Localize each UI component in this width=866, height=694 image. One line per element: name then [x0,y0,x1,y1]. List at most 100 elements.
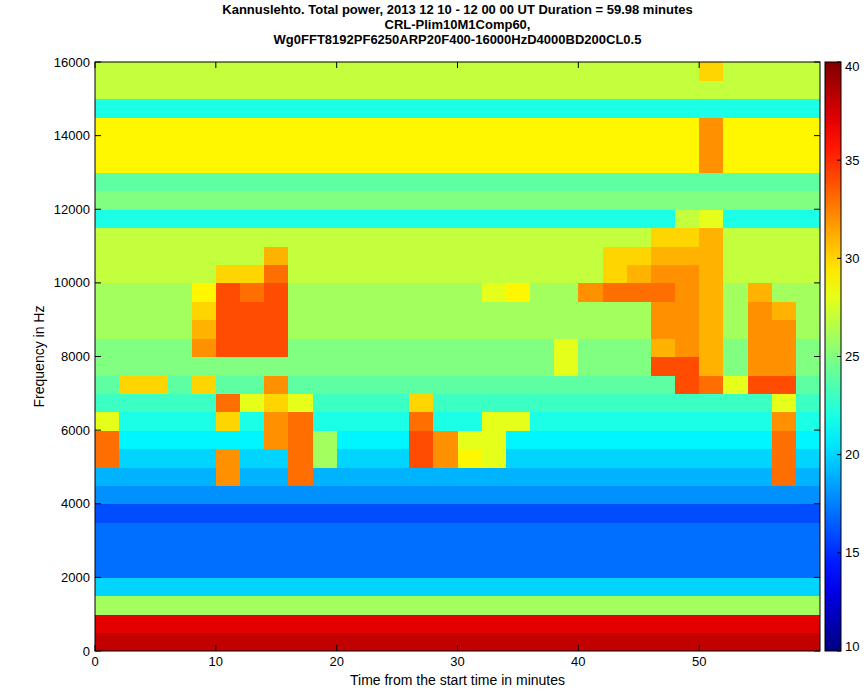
cell [409,117,434,136]
y-tick-label: 12000 [54,202,90,217]
cell [385,633,410,651]
cell [95,209,120,228]
cell [748,228,773,247]
cell [168,375,193,394]
cell [240,228,265,247]
title-line: Wg0FFT8192PF6250ARP20F400-16000HzD4000BD… [274,32,642,47]
cell [240,191,265,210]
cell [458,301,483,320]
cell [433,264,458,283]
cell [95,99,120,118]
cell [168,541,193,560]
cell [409,283,434,302]
cell [337,393,362,412]
cell [603,154,628,173]
cell [699,375,724,394]
cell [482,99,507,118]
cell [361,504,386,523]
cell [651,375,676,394]
cell [119,283,144,302]
cell [458,393,483,412]
cell [288,559,313,578]
cell [95,191,120,210]
cell [337,136,362,155]
cell [240,209,265,228]
cell [433,301,458,320]
cell [240,301,265,320]
y-tick [95,651,101,652]
cell [264,596,289,615]
title-line: CRL-Plim10M1Comp60, [385,17,531,32]
cell [482,320,507,339]
cell [482,393,507,412]
cell [651,62,676,81]
cell [748,467,773,486]
cell [433,522,458,541]
cell [192,191,217,210]
cell [119,117,144,136]
x-tick [336,62,337,68]
cell [530,154,555,173]
cell [675,283,700,302]
cell [192,117,217,136]
title: Kannuslehto. Total power, 2013 12 10 - 1… [222,2,692,47]
cell [313,467,338,486]
cell [530,283,555,302]
cell [288,596,313,615]
cell [458,504,483,523]
cell [119,577,144,596]
cell [723,375,748,394]
cell [433,412,458,431]
cell [603,283,628,302]
cell [554,596,579,615]
cell [240,559,265,578]
cell [313,485,338,504]
cell [240,117,265,136]
cell [313,283,338,302]
cell [313,614,338,633]
cell [95,320,120,339]
cell [530,393,555,412]
cell [772,209,797,228]
cell [192,577,217,596]
cell [578,209,603,228]
cell [409,301,434,320]
cell [627,80,652,99]
cell [433,559,458,578]
cell [119,80,144,99]
cell [699,504,724,523]
cell [385,393,410,412]
cell [192,541,217,560]
cell [168,209,193,228]
cell [119,522,144,541]
colorbar-body [825,62,841,651]
cell [506,430,531,449]
cell [603,375,628,394]
cell [772,633,797,651]
cell [264,301,289,320]
cell [578,117,603,136]
x-tick-label: 10 [209,654,223,669]
cell [264,99,289,118]
cell [699,117,724,136]
cell [385,246,410,265]
cell [192,172,217,191]
cell [361,264,386,283]
cell [506,614,531,633]
y-tick [814,62,820,63]
cell [603,246,628,265]
cell [627,375,652,394]
cell [95,62,120,81]
cell [95,117,120,136]
cell [361,191,386,210]
cell [313,559,338,578]
cell [748,522,773,541]
cell [651,136,676,155]
cell [168,559,193,578]
cell [651,485,676,504]
cell [772,485,797,504]
cell [409,467,434,486]
y-tick [814,430,820,431]
cell [168,62,193,81]
cell [675,80,700,99]
